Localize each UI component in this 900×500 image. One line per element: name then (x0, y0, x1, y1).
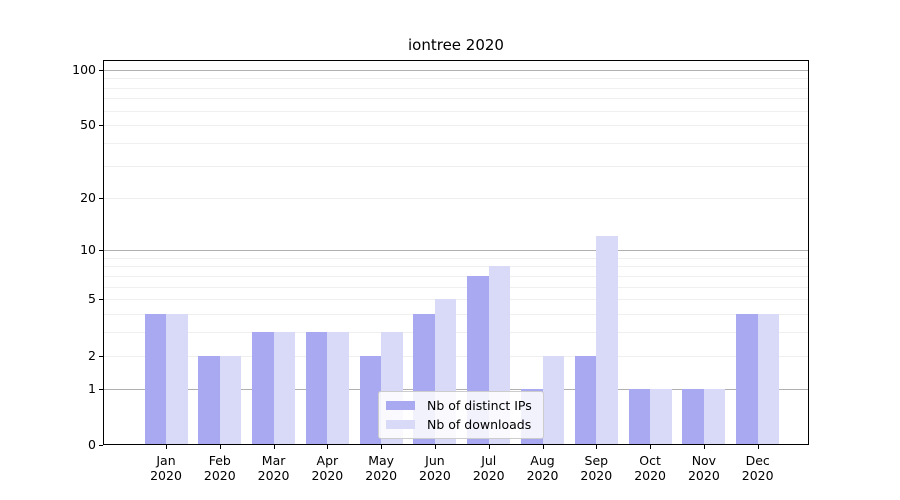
y-tick-label: 20 (80, 189, 96, 205)
y-gridline-minor (103, 143, 809, 145)
bar-downloads (650, 388, 672, 445)
legend-item: Nb of distinct IPs (386, 397, 535, 413)
x-tick (327, 445, 329, 449)
y-gridline-minor (103, 125, 809, 127)
y-tick (99, 69, 103, 71)
x-tick-label: Jun 2020 (419, 453, 451, 483)
y-gridline-minor (103, 275, 809, 277)
y-tick-label: 100 (72, 61, 96, 77)
y-gridline-minor (103, 197, 809, 199)
x-tick (650, 445, 652, 449)
x-tick-label: Feb 2020 (203, 453, 236, 483)
x-tick-label: Oct 2020 (634, 453, 667, 483)
x-tick-label: Nov 2020 (687, 453, 720, 483)
y-tick-label: 50 (80, 117, 96, 133)
x-tick (542, 445, 544, 449)
bar-downloads (273, 332, 296, 445)
y-gridline-minor (103, 78, 809, 80)
x-tick-label: Mar 2020 (257, 453, 290, 483)
bar-distinct-ips (359, 355, 382, 445)
y-tick-label: 0 (88, 437, 96, 452)
legend-label-distinct-ips: Nb of distinct IPs (427, 397, 532, 413)
y-tick (99, 355, 103, 357)
y-gridline-major (103, 250, 809, 252)
x-tick (488, 445, 490, 449)
x-tick (219, 445, 221, 449)
legend-label-downloads: Nb of downloads (427, 416, 532, 432)
x-tick-label: Aug 2020 (526, 453, 559, 483)
x-tick (703, 445, 705, 449)
bar-downloads (166, 314, 188, 445)
bar-downloads (327, 332, 349, 445)
bar-downloads (542, 355, 565, 445)
y-gridline-minor (103, 286, 809, 288)
y-tick (99, 388, 103, 390)
x-tick (273, 445, 275, 449)
x-tick-label: Sep 2020 (580, 453, 613, 483)
bar-distinct-ips (198, 355, 220, 445)
bar-distinct-ips (628, 388, 651, 445)
bar-distinct-ips (144, 314, 166, 445)
bar-downloads (219, 355, 242, 445)
legend-item: Nb of downloads (386, 416, 535, 432)
y-gridline-minor (103, 87, 809, 89)
bar-distinct-ips (305, 332, 328, 445)
y-gridline-major (103, 69, 809, 71)
y-tick (99, 125, 103, 127)
y-tick (99, 197, 103, 199)
bar-distinct-ips (682, 388, 704, 445)
x-tick-label: Apr 2020 (311, 453, 344, 483)
y-gridline-minor (103, 266, 809, 268)
bar-downloads (703, 388, 726, 445)
y-gridline-minor (103, 98, 809, 100)
x-tick (757, 445, 759, 449)
x-tick (434, 445, 436, 449)
y-gridline-minor (103, 257, 809, 259)
y-tick-label: 10 (80, 242, 96, 258)
y-gridline-minor (103, 110, 809, 112)
y-gridline-minor (103, 165, 809, 167)
bar-downloads (757, 314, 780, 445)
y-tick (99, 250, 103, 252)
x-tick (381, 445, 383, 449)
legend-swatch-downloads (386, 419, 415, 429)
x-tick (596, 445, 598, 449)
bar-distinct-ips (252, 332, 274, 445)
y-tick-label: 5 (88, 291, 96, 307)
x-tick-label: Dec 2020 (741, 453, 774, 483)
legend: Nb of distinct IPs Nb of downloads (378, 391, 544, 439)
bar-distinct-ips (574, 355, 597, 445)
x-tick-label: Jan 2020 (150, 453, 182, 483)
legend-swatch-distinct-ips (386, 400, 415, 410)
chart-title: iontree 2020 (408, 36, 504, 54)
bar-downloads (596, 236, 618, 445)
bar-distinct-ips (736, 314, 758, 445)
y-tick (99, 445, 103, 446)
y-tick (99, 299, 103, 301)
y-tick-label: 2 (88, 347, 96, 363)
x-tick (166, 445, 167, 449)
y-tick-label: 1 (88, 380, 96, 396)
x-tick-label: May 2020 (365, 453, 398, 483)
x-tick-label: Jul 2020 (472, 453, 505, 483)
